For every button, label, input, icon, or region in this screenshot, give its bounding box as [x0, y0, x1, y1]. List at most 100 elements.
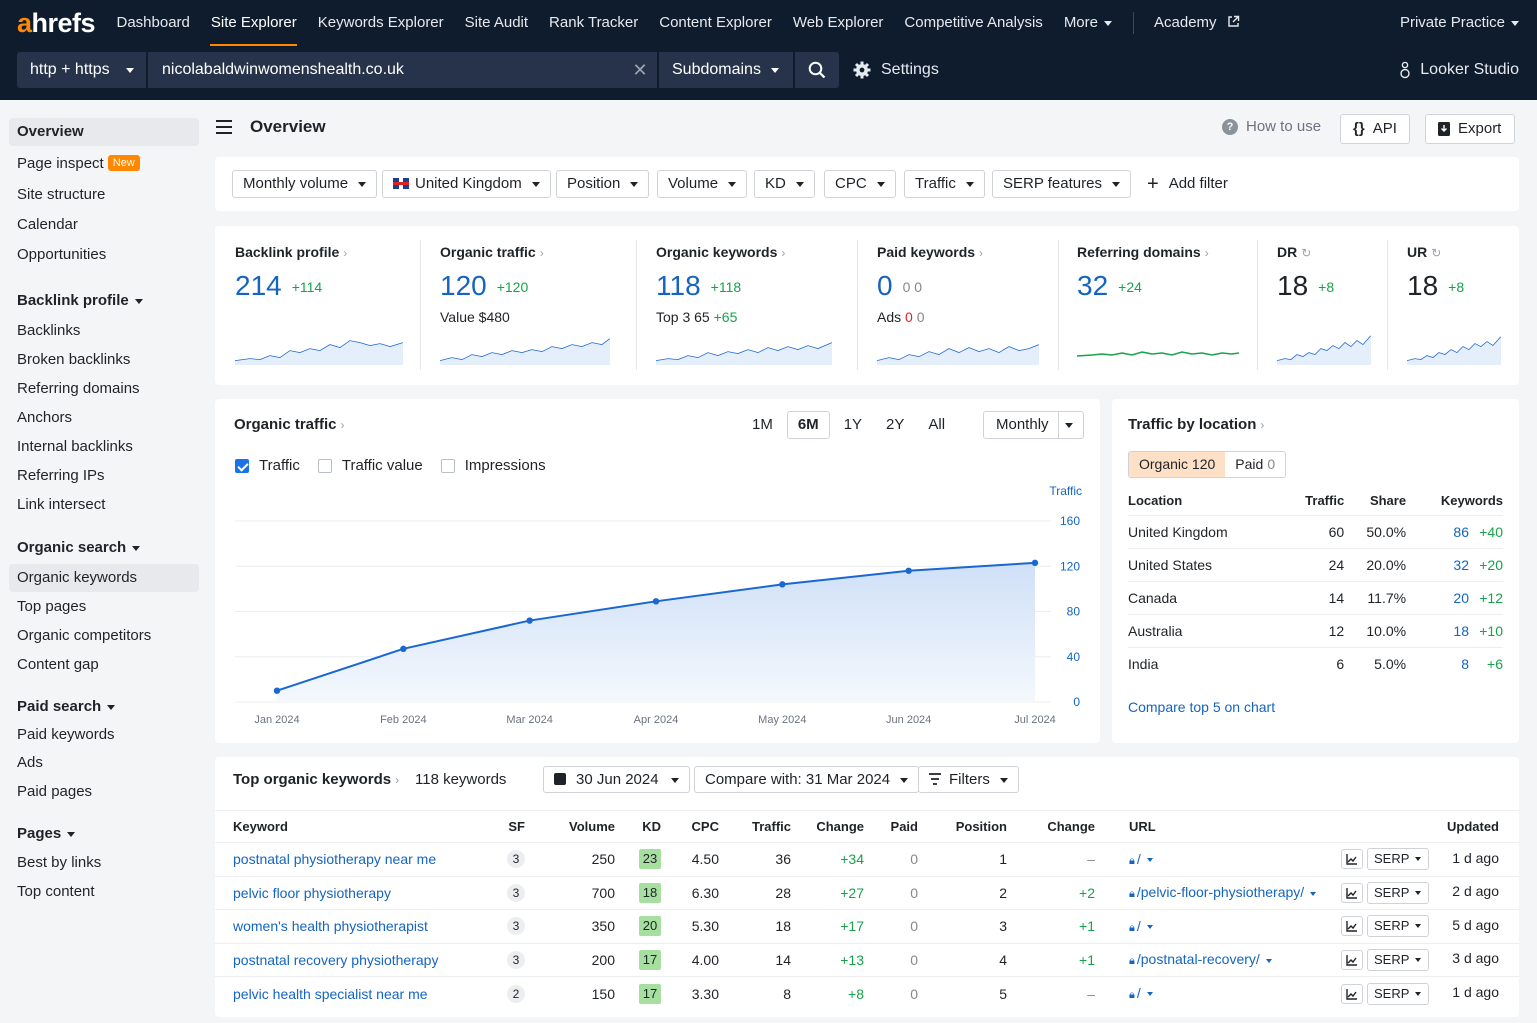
filter-kd[interactable]: KD [754, 170, 815, 198]
location-row[interactable]: India 6 5.0% 8 +6 [1128, 646, 1503, 680]
nav-more[interactable]: More [1053, 0, 1122, 46]
serp-button[interactable]: SERP [1367, 982, 1429, 1005]
api-button[interactable]: {} API [1340, 114, 1410, 144]
sidebar-section-pages[interactable]: Pages [9, 820, 199, 848]
sidebar-item-referring-domains[interactable]: Referring domains [17, 380, 140, 397]
chevron-down-icon[interactable] [1146, 925, 1153, 930]
sidebar-item-organic-keywords[interactable]: Organic keywords [9, 564, 199, 592]
protocol-select[interactable]: http + https [17, 52, 146, 88]
col-updated[interactable]: Updated [1332, 810, 1519, 843]
checkbox[interactable] [440, 458, 455, 473]
filter-position[interactable]: Position [556, 170, 650, 198]
chart-icon[interactable] [1341, 949, 1364, 970]
url-link[interactable]: / [1136, 917, 1141, 934]
serp-button[interactable]: SERP [1367, 881, 1429, 904]
filter-serp-features[interactable]: SERP features [992, 170, 1131, 198]
col-traffic[interactable]: Traffic [719, 810, 791, 843]
interval-select[interactable]: Monthly [983, 411, 1084, 439]
nav-rank-tracker[interactable]: Rank Tracker [549, 14, 639, 31]
sidebar-item-broken-backlinks[interactable]: Broken backlinks [17, 351, 131, 368]
col-url[interactable]: URL [1095, 810, 1332, 843]
location-row[interactable]: United States 24 20.0% 32 +20 [1128, 547, 1503, 581]
add-filter-button[interactable]: + Add filter [1147, 170, 1228, 198]
keyword-link[interactable]: postnatal recovery physiotherapy [233, 951, 439, 968]
nav-academy[interactable]: Academy [1144, 0, 1251, 46]
nav-competitive-analysis[interactable]: Competitive Analysis [904, 14, 1043, 31]
sf-count[interactable]: 2 [507, 984, 525, 1003]
col-sf[interactable]: SF [483, 810, 525, 843]
chevron-down-icon[interactable] [1310, 891, 1317, 896]
sidebar-item-top-content[interactable]: Top content [17, 883, 95, 900]
col-location[interactable]: Location [1128, 493, 1183, 509]
location-row[interactable]: Australia 12 10.0% 18 +10 [1128, 613, 1503, 647]
metric-organic-keywords[interactable]: Organic keywords › 118 +118 Top 3 65 +65 [656, 226, 836, 385]
tab-paid[interactable]: Paid 0 [1235, 456, 1276, 472]
sidebar-item-page-inspect[interactable]: Page inspect New [9, 150, 199, 178]
account-menu[interactable]: Private Practice [1400, 0, 1519, 46]
range-1y[interactable]: 1Y [843, 416, 863, 433]
sidebar-item-calendar[interactable]: Calendar [17, 216, 78, 233]
range-1m[interactable]: 1M [752, 416, 773, 433]
sidebar-section-paid-search[interactable]: Paid search [9, 693, 199, 721]
sidebar-item-anchors[interactable]: Anchors [17, 409, 73, 426]
nav-content-explorer[interactable]: Content Explorer [659, 14, 772, 31]
metric-dr[interactable]: DR ↻ 18 +8 [1277, 226, 1387, 385]
keyword-link[interactable]: women's health physiotherapist [233, 918, 428, 935]
col-traffic-change[interactable]: Change [791, 810, 864, 843]
sf-count[interactable]: 3 [507, 950, 525, 969]
toggle-traffic-value[interactable]: Traffic value [317, 457, 423, 474]
sf-count[interactable]: 3 [507, 883, 525, 902]
col-keyword[interactable]: Keyword [215, 810, 483, 843]
table-row[interactable]: women's health physiotherapist 3 350 20 5.30… [215, 909, 1519, 943]
metric-backlink-profile[interactable]: Backlink profile › 214 +114 [235, 226, 405, 385]
location-keywords-link[interactable]: 20 [1453, 589, 1469, 606]
col-keywords[interactable]: Keywords [1440, 493, 1503, 509]
sidebar-item-link-intersect[interactable]: Link intersect [17, 496, 106, 513]
tab-organic[interactable]: Organic 120 [1129, 452, 1226, 477]
nav-keywords-explorer[interactable]: Keywords Explorer [317, 14, 444, 31]
filter-country[interactable]: United Kingdom [382, 170, 551, 198]
filter-volume[interactable]: Volume [657, 170, 748, 198]
keyword-link[interactable]: pelvic health specialist near me [233, 985, 428, 1002]
sidebar-item-ads[interactable]: Ads [17, 754, 43, 771]
filters-button[interactable]: Filters [918, 766, 1019, 793]
col-volume[interactable]: Volume [525, 810, 615, 843]
keyword-link[interactable]: pelvic floor physiotherapy [233, 884, 391, 901]
sidebar-item-best-by-links[interactable]: Best by links [17, 854, 102, 871]
url-link[interactable]: /postnatal-recovery/ [1136, 951, 1260, 968]
sidebar-item-content-gap[interactable]: Content gap [17, 656, 99, 673]
export-button[interactable]: Export [1425, 114, 1515, 144]
settings-button[interactable]: Settings [853, 52, 939, 88]
how-to-use-link[interactable]: ? How to use [1222, 118, 1321, 135]
filter-cpc[interactable]: CPC [824, 170, 896, 198]
nav-dashboard[interactable]: Dashboard [116, 14, 190, 31]
sf-count[interactable]: 3 [507, 917, 525, 936]
target-url-input[interactable] [148, 52, 657, 88]
sidebar-item-opportunities[interactable]: Opportunities [17, 246, 107, 263]
url-link[interactable]: / [1136, 850, 1141, 867]
col-position-change[interactable]: Change [1007, 810, 1095, 843]
chart-icon[interactable] [1341, 983, 1364, 1004]
sidebar-item-backlinks[interactable]: Backlinks [17, 322, 81, 339]
metric-referring-domains[interactable]: Referring domains › 32 +24 [1077, 226, 1242, 385]
sf-count[interactable]: 3 [507, 850, 525, 869]
checkbox[interactable] [317, 458, 332, 473]
toggle-traffic[interactable]: Traffic [235, 457, 300, 474]
range-2y[interactable]: 2Y [886, 416, 905, 433]
location-row[interactable]: United Kingdom 60 50.0% 86 +40 [1128, 514, 1503, 548]
sidebar-item-organic-competitors[interactable]: Organic competitors [17, 627, 152, 644]
filter-monthly-volume[interactable]: Monthly volume [232, 170, 378, 198]
col-paid[interactable]: Paid [864, 810, 918, 843]
search-button[interactable] [795, 52, 839, 88]
mode-select[interactable]: Subdomains [659, 52, 793, 88]
filter-traffic[interactable]: Traffic [904, 170, 985, 198]
table-row[interactable]: pelvic health specialist near me 2 150 17 3.… [215, 976, 1519, 1010]
checkbox-checked[interactable] [235, 458, 249, 473]
nav-site-explorer[interactable]: Site Explorer [200, 0, 307, 46]
range-6m[interactable]: 6M [786, 411, 830, 439]
compare-top5-link[interactable]: Compare top 5 on chart [1128, 699, 1276, 715]
compare-picker[interactable]: Compare with: 31 Mar 2024 [694, 766, 920, 793]
serp-button[interactable]: SERP [1367, 948, 1429, 971]
table-row[interactable]: postnatal recovery physiotherapy 3 200 17 4.… [215, 942, 1519, 977]
